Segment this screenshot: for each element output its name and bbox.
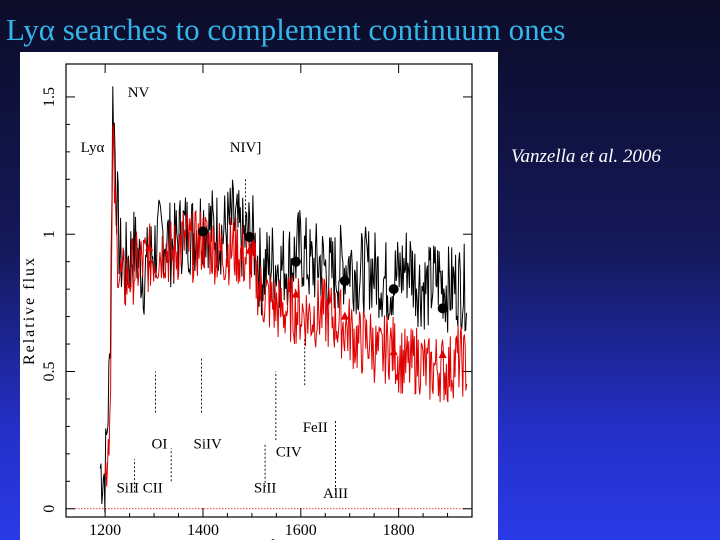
feii-label: FeII: [303, 420, 328, 436]
black-point-5: [437, 303, 448, 314]
red-point-2: [291, 289, 300, 298]
spectrum-line-1: [104, 124, 468, 487]
slide-title: Lyα searches to complement continuum one…: [6, 12, 566, 48]
title-rest: searches to complement continuum ones: [54, 12, 566, 47]
x-tick-label-1800: 1800: [383, 522, 415, 539]
spectrum-figure: 1200 1400 1600 1800 0 0.5 1 1.5 λ(Å) Relative flu…: [20, 52, 498, 540]
siii-cii-label: SiII CII: [116, 480, 162, 496]
red-point-5: [438, 350, 447, 359]
civ-label: CIV: [276, 445, 302, 461]
plot-frame: [65, 63, 473, 518]
niv-label: NIV]: [230, 140, 262, 156]
title-greek: α: [38, 12, 55, 47]
title-prefix: Ly: [6, 12, 39, 47]
citation: Vanzella et al. 2006: [511, 146, 661, 167]
y-tick-label-1: 1: [41, 230, 58, 238]
black-point-4: [388, 284, 399, 295]
siiv-label: SiIV: [193, 436, 222, 452]
spectrum-line-0: [99, 86, 467, 513]
black-point-3: [339, 275, 350, 286]
black-point-1: [244, 231, 255, 242]
lya-label: Lyα: [81, 140, 105, 156]
y-axis-label: Relative flux: [21, 256, 38, 365]
y-tick-label-0.5: 0.5: [41, 361, 58, 381]
siii-label: SiII: [254, 480, 277, 496]
x-tick-label-1600: 1600: [285, 522, 317, 539]
red-point-1: [245, 245, 254, 254]
nv-label: NV: [128, 85, 150, 101]
x-tick-label-1200: 1200: [89, 522, 121, 539]
black-point-0: [197, 226, 208, 237]
red-point-4: [389, 347, 398, 356]
x-tick-label-1400: 1400: [187, 522, 219, 539]
oi-label: OI: [152, 436, 168, 452]
spectrum-chart: 1200 1400 1600 1800 0 0.5 1 1.5 λ(Å) Relative flu…: [21, 63, 473, 540]
red-point-3: [340, 311, 349, 320]
y-tick-label-0: 0: [41, 505, 58, 513]
aliii-label: AlII: [323, 486, 348, 502]
x-axis-label: λ(Å): [253, 538, 285, 540]
red-point-0: [145, 242, 154, 251]
black-point-2: [290, 256, 301, 267]
y-tick-label-1.5: 1.5: [41, 87, 58, 107]
